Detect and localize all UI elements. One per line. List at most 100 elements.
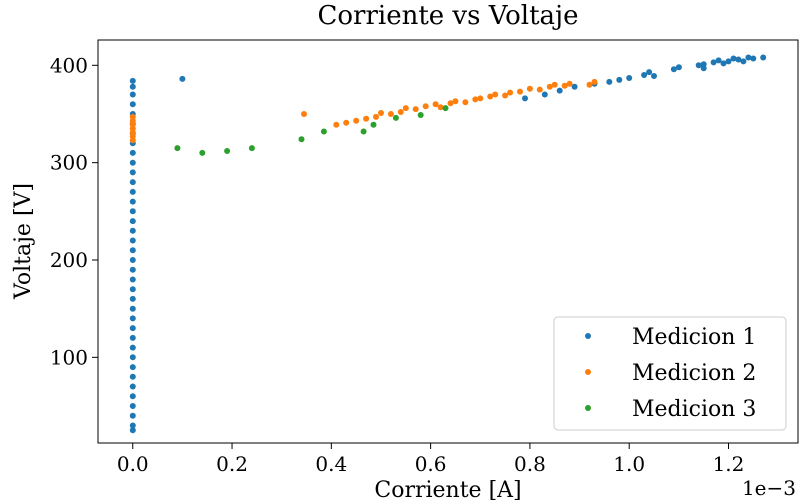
point-medicion-1 <box>129 257 136 263</box>
point-medicion-3 <box>298 136 305 143</box>
point-medicion-1 <box>641 72 648 78</box>
point-medicion-2 <box>566 80 573 87</box>
legend-box <box>553 316 787 431</box>
y-tick-label: 300 <box>50 151 88 175</box>
point-medicion-1 <box>740 58 747 65</box>
point-medicion-1 <box>129 373 136 380</box>
point-medicion-1 <box>129 179 136 186</box>
point-medicion-2 <box>517 88 523 95</box>
plot-frame <box>97 39 799 444</box>
point-medicion-1 <box>616 76 623 83</box>
point-medicion-1 <box>695 62 702 69</box>
point-medicion-1 <box>626 75 633 81</box>
point-medicion-1 <box>129 295 136 302</box>
point-medicion-2 <box>487 93 494 100</box>
x-tick-label: 1.2 <box>713 452 745 476</box>
legend-label-medicion-2: Medicion 2 <box>632 361 756 386</box>
y-tick-label: 200 <box>50 248 88 272</box>
legend-marker-medicion-1 <box>585 333 591 339</box>
chart-title: Corriente vs Voltaje <box>317 1 578 31</box>
point-medicion-1 <box>750 55 757 62</box>
point-medicion-1 <box>129 159 136 166</box>
point-medicion-1 <box>715 57 722 64</box>
point-medicion-1 <box>129 247 136 254</box>
point-medicion-1 <box>129 412 136 419</box>
point-medicion-2 <box>333 121 340 128</box>
legend-label-medicion-3: Medicion 3 <box>632 397 756 422</box>
point-medicion-1 <box>129 169 136 176</box>
point-medicion-1 <box>129 208 136 215</box>
point-medicion-1 <box>179 75 186 82</box>
point-medicion-2 <box>536 86 543 93</box>
point-medicion-1 <box>129 188 136 195</box>
y-tick-label: 100 <box>50 345 88 369</box>
point-medicion-2 <box>526 85 533 92</box>
x-axis-label: Corriente [A] <box>374 478 521 500</box>
point-medicion-2 <box>472 96 479 103</box>
point-medicion-2 <box>586 81 593 88</box>
point-medicion-1 <box>129 325 136 332</box>
point-medicion-1 <box>129 427 136 434</box>
point-medicion-1 <box>129 334 136 341</box>
point-medicion-1 <box>522 95 528 102</box>
point-medicion-2 <box>432 101 439 108</box>
point-medicion-1 <box>129 364 136 371</box>
y-tick-label: 400 <box>50 53 88 77</box>
point-medicion-1 <box>720 60 727 67</box>
x-tick-label: 0.6 <box>415 452 447 476</box>
point-medicion-2 <box>412 106 419 113</box>
point-medicion-3 <box>417 112 424 118</box>
point-medicion-2 <box>422 103 429 110</box>
point-medicion-3 <box>248 145 255 152</box>
y-axis-label: Voltaje [V] <box>11 183 36 300</box>
point-medicion-1 <box>129 237 136 244</box>
point-medicion-2 <box>378 110 384 116</box>
point-medicion-1 <box>129 266 136 273</box>
point-medicion-3 <box>392 114 399 121</box>
point-medicion-1 <box>541 91 548 98</box>
point-medicion-1 <box>129 422 136 429</box>
legend: Medicion 1 Medicion 2 Medicion 3 <box>553 316 787 431</box>
point-medicion-1 <box>646 69 653 76</box>
point-medicion-1 <box>129 198 136 205</box>
point-medicion-2 <box>551 81 558 88</box>
point-medicion-1 <box>735 56 742 63</box>
point-medicion-1 <box>129 403 136 409</box>
point-medicion-1 <box>129 354 136 361</box>
x-tick-label: 0.2 <box>216 452 248 476</box>
point-medicion-3 <box>320 128 327 135</box>
point-medicion-1 <box>725 58 732 65</box>
point-medicion-2 <box>301 111 307 117</box>
point-medicion-1 <box>745 54 752 61</box>
point-medicion-1 <box>556 87 563 94</box>
point-medicion-1 <box>129 83 136 90</box>
point-medicion-1 <box>129 393 136 400</box>
point-medicion-1 <box>710 59 717 66</box>
point-medicion-1 <box>670 66 677 73</box>
y-axis-ticks: 100 200 300 400 <box>50 53 98 369</box>
data-points <box>129 54 767 434</box>
point-medicion-2 <box>591 78 598 85</box>
point-medicion-1 <box>129 101 136 108</box>
point-medicion-1 <box>129 315 136 322</box>
point-medicion-2 <box>462 99 469 106</box>
point-medicion-3 <box>370 121 377 128</box>
point-medicion-2 <box>402 105 409 112</box>
point-medicion-1 <box>730 55 737 62</box>
point-medicion-1 <box>651 73 657 79</box>
point-medicion-1 <box>571 83 578 90</box>
point-medicion-2 <box>561 82 568 89</box>
point-medicion-1 <box>129 383 136 390</box>
point-medicion-1 <box>760 54 767 61</box>
point-medicion-2 <box>507 89 514 96</box>
point-medicion-2 <box>492 91 499 98</box>
point-medicion-1 <box>129 218 136 225</box>
x-tick-label: 0.0 <box>117 452 149 476</box>
point-medicion-3 <box>442 105 449 112</box>
point-medicion-2 <box>447 100 454 107</box>
point-medicion-1 <box>129 305 136 312</box>
point-medicion-3 <box>199 149 206 156</box>
point-medicion-1 <box>129 344 136 351</box>
point-medicion-2 <box>129 113 136 120</box>
